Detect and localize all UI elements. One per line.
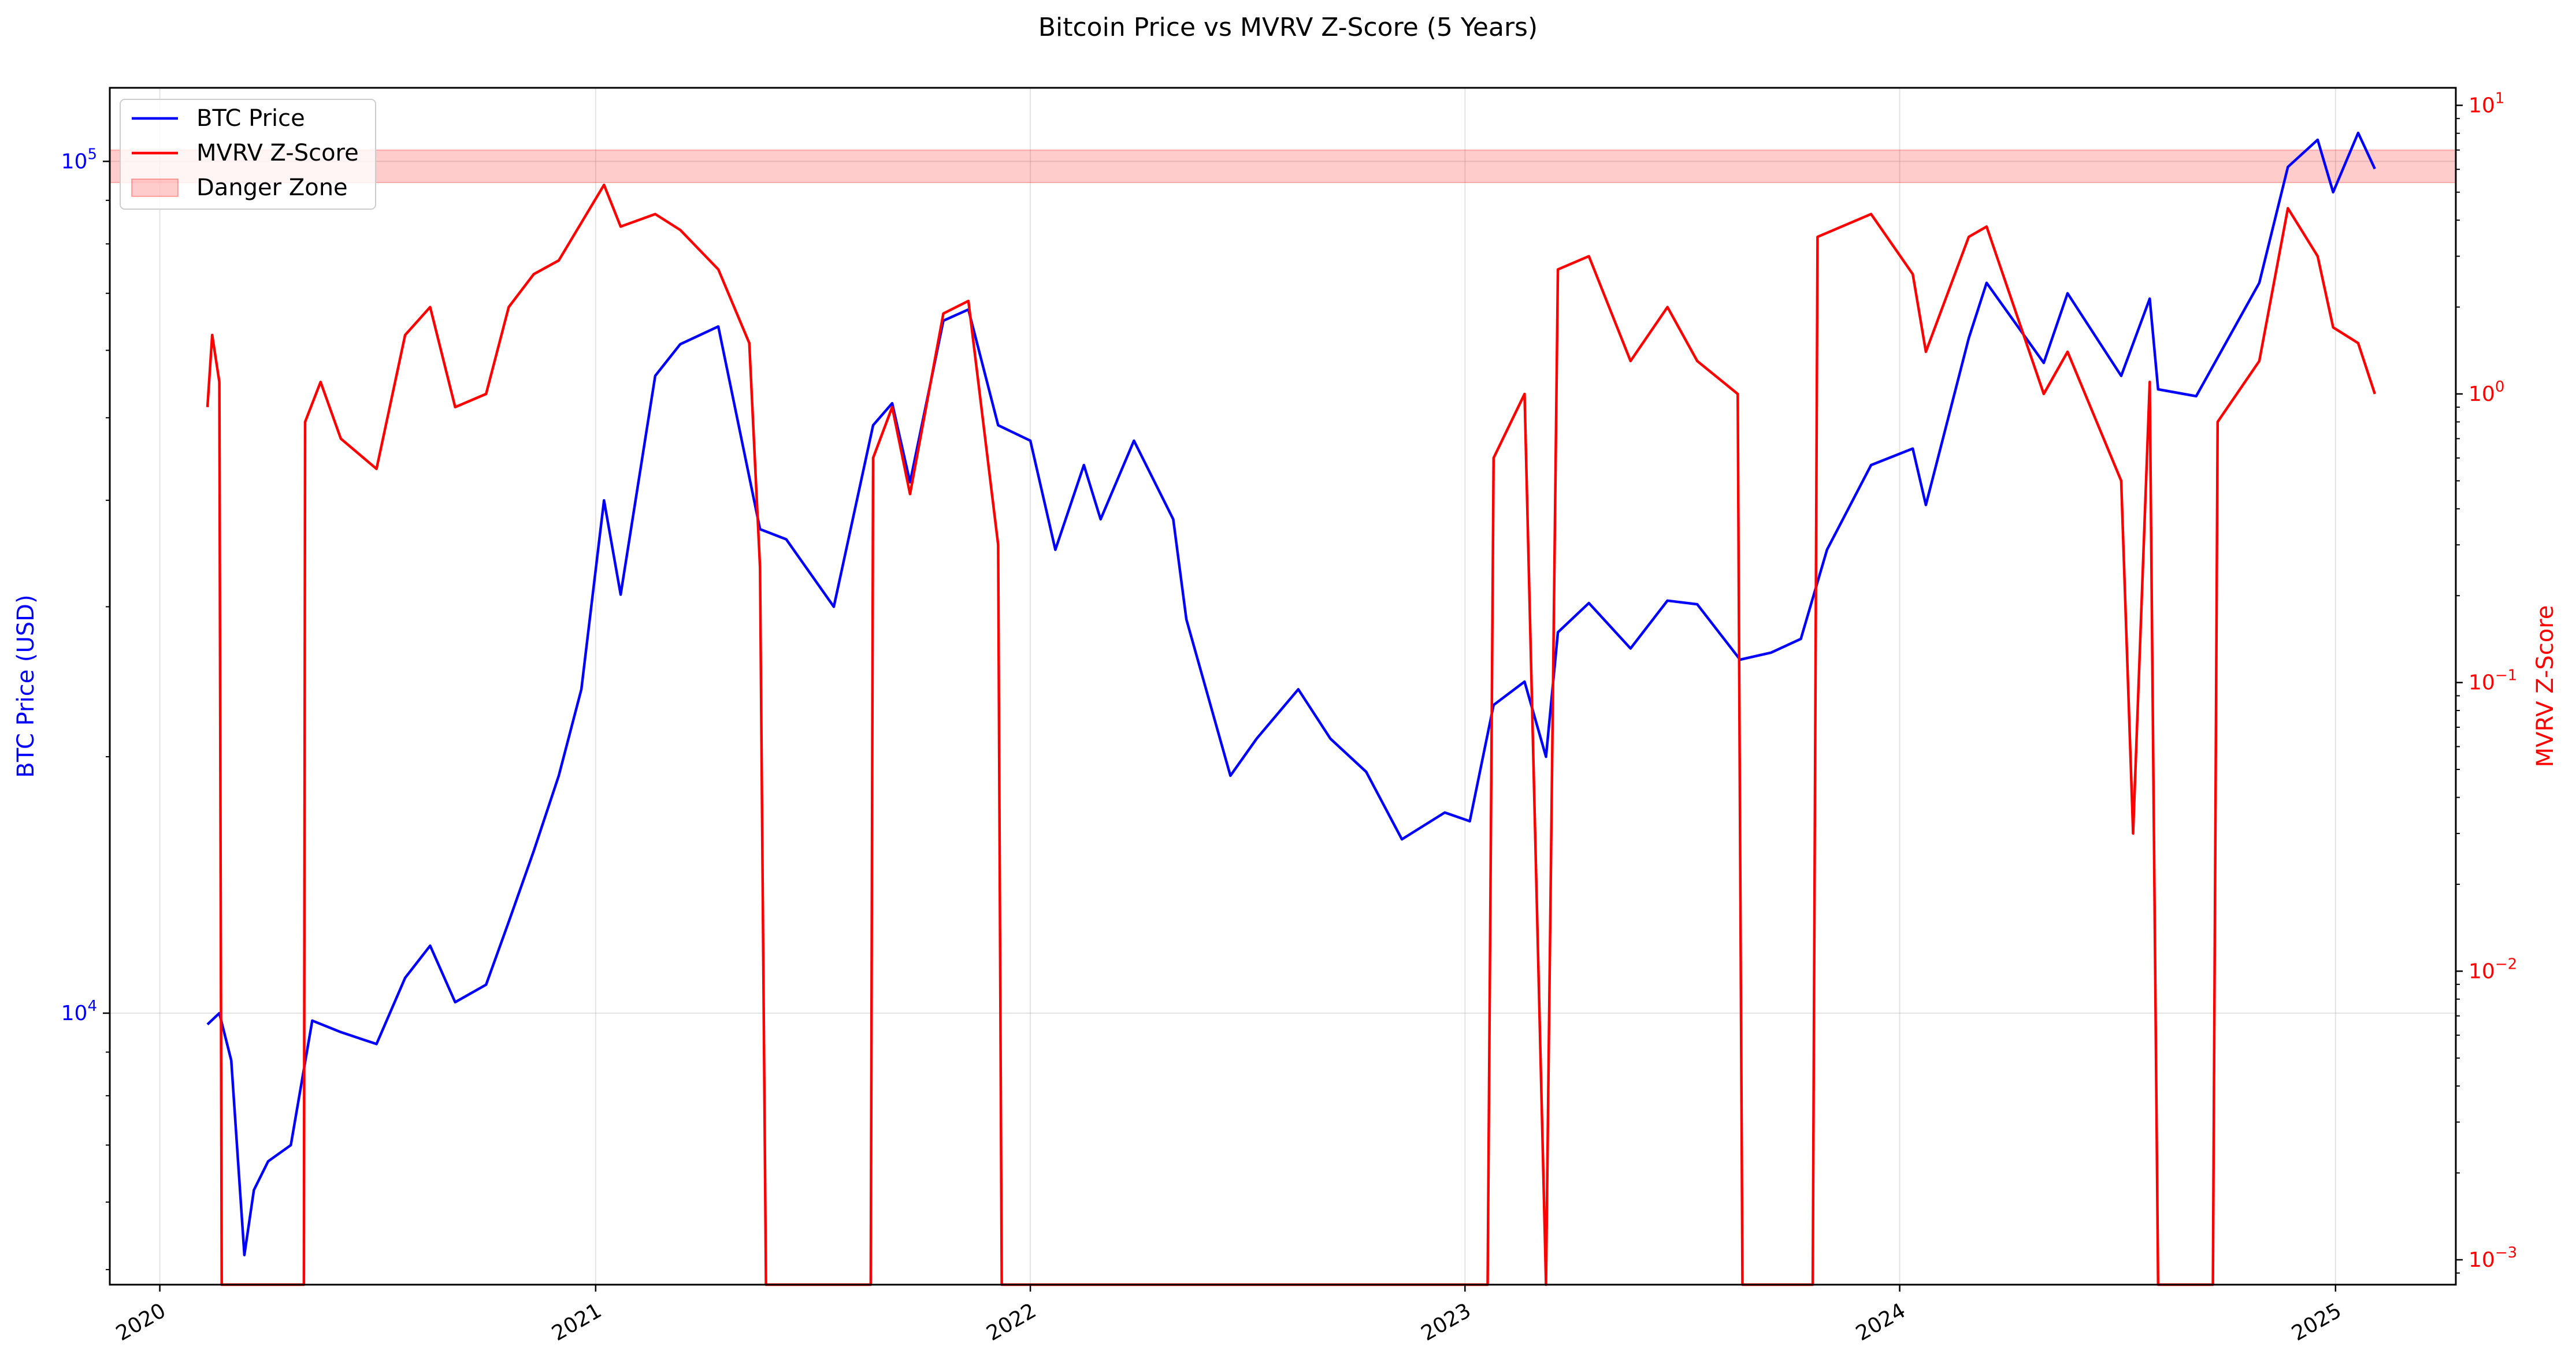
legend-entry-danger-zone: Danger Zone [196, 174, 348, 201]
y-left-tick-label: 104 [61, 998, 97, 1025]
legend-swatch-danger-zone [131, 178, 179, 197]
plot-frame [109, 87, 2457, 1286]
danger-zone-band [109, 149, 2456, 184]
legend: BTC Price MVRV Z-Score Danger Zone [120, 99, 376, 210]
y-right-tick-label: 10−3 [2469, 1244, 2517, 1272]
y-right-tick-label: 101 [2469, 90, 2504, 117]
danger-zone-layer [109, 149, 2456, 184]
chart-title: Bitcoin Price vs MVRV Z-Score (5 Years) [1038, 13, 1538, 42]
y-left-tick-label: 105 [61, 146, 97, 173]
legend-entry-mvrv: MVRV Z-Score [196, 140, 359, 166]
y-right-tick-label: 10−2 [2469, 955, 2517, 983]
y-right-tick-label: 10−1 [2469, 667, 2517, 695]
y-left-axis-label: BTC Price (USD) [13, 594, 39, 777]
legend-box [120, 99, 376, 210]
grid-layer [110, 88, 2456, 1285]
y-right-axis-label: MVRV Z-Score [2532, 605, 2559, 768]
y-right-tick-label: 100 [2469, 378, 2504, 406]
btc-price-line [206, 131, 2376, 1256]
legend-entry-btc-price: BTC Price [196, 105, 305, 132]
